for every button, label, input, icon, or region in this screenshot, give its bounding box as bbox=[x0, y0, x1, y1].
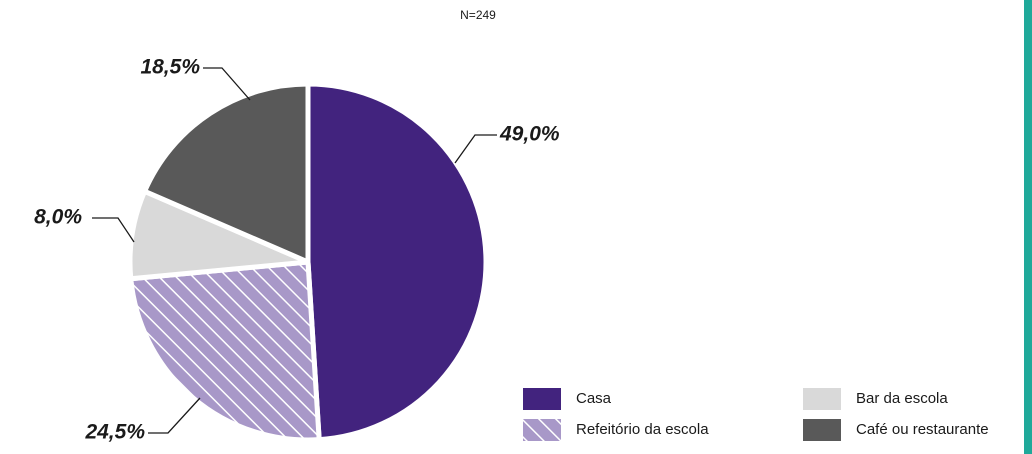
legend-label: Casa bbox=[576, 390, 612, 407]
chart-subtitle: N=249 bbox=[460, 8, 496, 22]
legend-label: Refeitório da escola bbox=[576, 421, 709, 438]
pie-slice bbox=[128, 259, 322, 443]
value-label: 8,0% bbox=[34, 206, 82, 229]
legend-swatch bbox=[523, 419, 561, 441]
leader-line bbox=[92, 217, 135, 243]
leader-line bbox=[148, 397, 201, 434]
legend-label: Café ou restaurante bbox=[856, 421, 989, 438]
pie-slice bbox=[305, 81, 489, 443]
legend-swatch bbox=[523, 388, 561, 410]
leader-line bbox=[203, 67, 251, 101]
legend-label: Bar da escola bbox=[856, 390, 948, 407]
legend-swatch bbox=[803, 388, 841, 410]
leader-line bbox=[454, 134, 497, 164]
pie-slice bbox=[142, 81, 311, 265]
value-label: 24,5% bbox=[84, 421, 145, 444]
legend-swatch bbox=[803, 419, 841, 441]
value-label: 49,0% bbox=[499, 123, 560, 146]
value-label: 18,5% bbox=[140, 56, 200, 79]
edge-bar bbox=[1024, 0, 1032, 454]
